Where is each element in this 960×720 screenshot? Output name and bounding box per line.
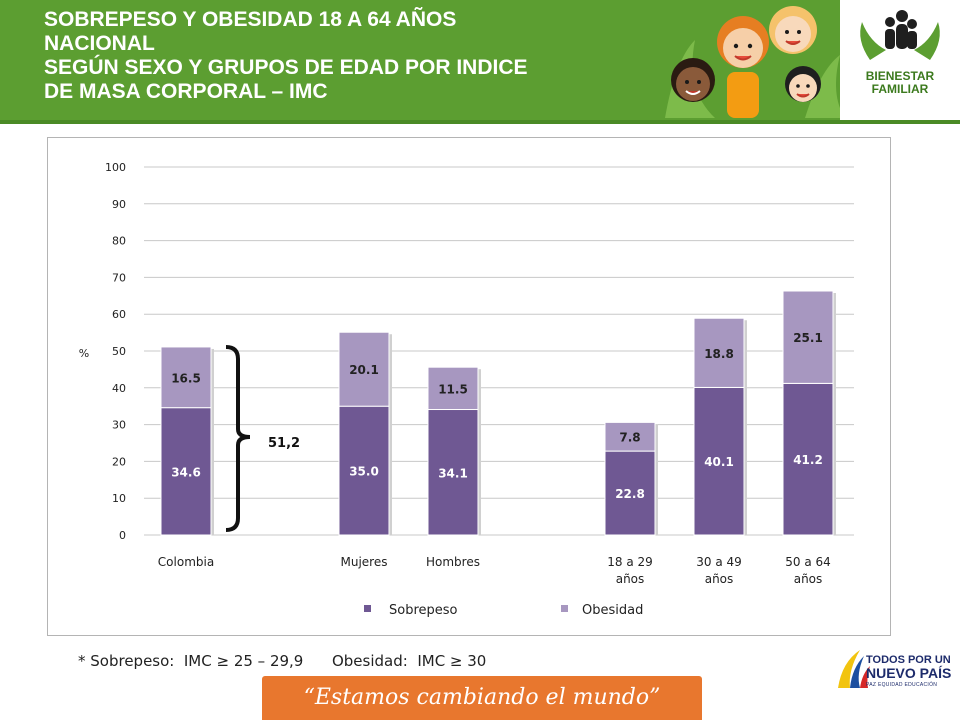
x-tick-label: 30 a 49 bbox=[696, 555, 742, 569]
bar-obesidad bbox=[604, 421, 656, 452]
logo-text-line-2: FAMILIAR bbox=[871, 82, 929, 96]
bienestar-familiar-logo-icon bbox=[860, 10, 940, 60]
logo-text: BIENESTAR FAMILIAR bbox=[855, 70, 945, 96]
x-tick-label: Mujeres bbox=[341, 555, 388, 569]
y-tick-label: 50 bbox=[112, 345, 126, 358]
y-tick-label: 30 bbox=[112, 419, 126, 432]
brace-annotation bbox=[225, 345, 251, 532]
logo-container bbox=[840, 0, 960, 120]
x-tick-label: Hombres bbox=[426, 555, 480, 569]
title-line-3: SEGÚN SEXO Y GRUPOS DE EDAD POR INDICE bbox=[44, 56, 528, 79]
y-tick-label: 90 bbox=[112, 198, 126, 211]
y-tick-label: 100 bbox=[105, 161, 126, 174]
bar-obesidad bbox=[160, 346, 212, 409]
brand-text: TODOS POR UN NUEVO PAÍS bbox=[866, 654, 951, 681]
data-label-obesidad: 11.5 bbox=[438, 382, 468, 396]
legend-label-obesidad: Obesidad bbox=[582, 603, 643, 618]
annotation-label: 51,2 bbox=[268, 436, 300, 451]
legend-swatch-obesidad bbox=[561, 605, 568, 612]
header-divider bbox=[0, 120, 960, 124]
brand-subline: PAZ EQUIDAD EDUCACIÓN bbox=[866, 682, 938, 688]
data-label-obesidad: 16.5 bbox=[171, 371, 201, 385]
logo-text-line-1: BIENESTAR bbox=[865, 69, 935, 83]
y-tick-label: 10 bbox=[112, 492, 126, 505]
data-label-sobrepeso: 34.1 bbox=[438, 466, 468, 480]
y-tick-label: 20 bbox=[112, 455, 126, 468]
title-line-1: SOBREPESO Y OBESIDAD 18 A 64 AÑOS bbox=[44, 8, 457, 31]
data-label-obesidad: 18.8 bbox=[704, 347, 734, 361]
y-tick-label: 60 bbox=[112, 308, 126, 321]
slogan-text: “Estamos cambiando el mundo” bbox=[303, 685, 661, 710]
x-tick-label: años bbox=[705, 572, 734, 586]
bar-sobrepeso bbox=[693, 386, 745, 536]
bar-sobrepeso bbox=[427, 409, 479, 536]
data-label-sobrepeso: 40.1 bbox=[704, 455, 734, 469]
slogan-banner bbox=[262, 676, 702, 720]
x-tick-label: 50 a 64 bbox=[785, 555, 831, 569]
data-label-obesidad: 20.1 bbox=[349, 363, 379, 377]
legend-label-sobrepeso: Sobrepeso bbox=[389, 603, 458, 618]
data-label-sobrepeso: 22.8 bbox=[615, 487, 645, 501]
data-label-sobrepeso: 41.2 bbox=[793, 453, 823, 467]
y-axis-label: % bbox=[79, 347, 89, 360]
x-tick-label: años bbox=[616, 572, 645, 586]
footnote: * Sobrepeso: IMC ≥ 25 – 29,9 Obesidad: I… bbox=[78, 652, 487, 670]
y-tick-label: 80 bbox=[112, 235, 126, 248]
stacked-bar-chart: 0 10 20 30 40 50 60 70 80 90 100% 34.6 16.5 Colombia 3… bbox=[79, 161, 854, 618]
children-illustration bbox=[665, 6, 845, 118]
legend-swatch-sobrepeso bbox=[364, 605, 371, 612]
bar-sobrepeso bbox=[160, 407, 212, 536]
bar-obesidad bbox=[693, 317, 745, 388]
x-tick-label: Colombia bbox=[158, 555, 214, 569]
bar-obesidad bbox=[427, 366, 479, 411]
page-title: SOBREPESO Y OBESIDAD 18 A 64 AÑOS NACION… bbox=[44, 8, 684, 104]
data-label-obesidad: 7.8 bbox=[619, 431, 640, 445]
brand-line-1: TODOS POR UN bbox=[866, 654, 951, 666]
bar-obesidad bbox=[782, 290, 834, 384]
y-tick-label: 40 bbox=[112, 382, 126, 395]
data-label-sobrepeso: 35.0 bbox=[349, 465, 379, 479]
title-line-2: NACIONAL bbox=[44, 32, 155, 55]
title-line-4: DE MASA CORPORAL – IMC bbox=[44, 80, 328, 103]
y-tick-label: 0 bbox=[119, 529, 126, 542]
todos-por-un-nuevo-pais-logo-icon bbox=[838, 650, 870, 688]
x-tick-label: 18 a 29 bbox=[607, 555, 653, 569]
data-label-obesidad: 25.1 bbox=[793, 331, 823, 345]
brand-line-2: NUEVO PAÍS bbox=[866, 665, 952, 681]
x-tick-label: años bbox=[794, 572, 823, 586]
data-label-sobrepeso: 34.6 bbox=[171, 465, 201, 479]
chart-frame: 0 10 20 30 40 50 60 70 80 90 100% 34.6 16.5 Colombia 3… bbox=[47, 137, 891, 636]
bar-obesidad bbox=[338, 331, 390, 407]
y-tick-label: 70 bbox=[112, 271, 126, 284]
